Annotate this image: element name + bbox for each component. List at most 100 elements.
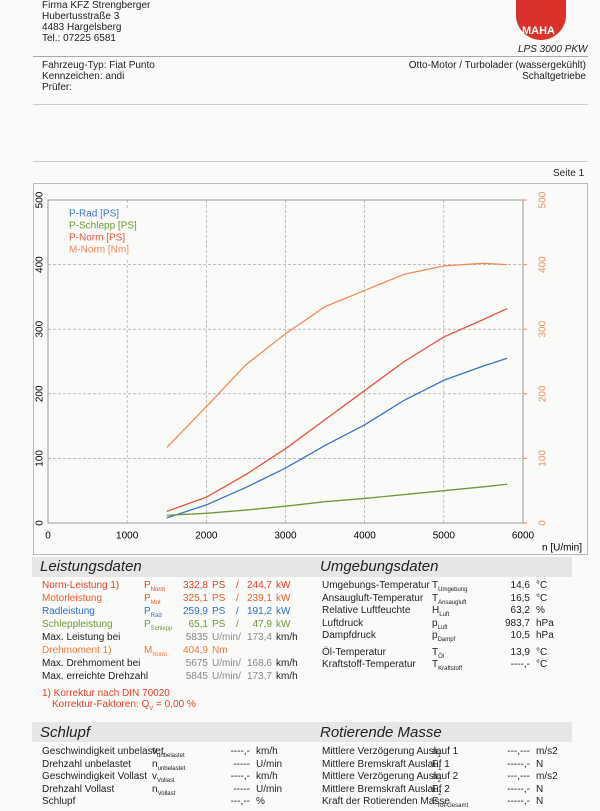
y2-tick-label: 0	[538, 520, 549, 526]
symbol-base: P	[144, 580, 151, 591]
section-title: Leistungsdaten	[40, 558, 142, 575]
symbol-base: T	[432, 580, 439, 591]
series-line	[166, 262, 508, 448]
header-rule	[33, 56, 588, 57]
row-value: ----,-	[230, 746, 250, 757]
symbol-sub: 1	[438, 765, 442, 772]
row-symbol: PMot	[144, 593, 161, 609]
row-value: °C	[536, 592, 548, 604]
legend-entry: P-Rad [PS]	[69, 209, 119, 220]
row-value: -----,-	[507, 796, 530, 807]
row-value: km/h	[276, 658, 298, 669]
row-label: Mittlere Verzögerung Auslauf 2	[322, 771, 459, 782]
row-label: Mittlere Verzögerung Auslauf 1	[322, 746, 459, 757]
symbol-sub: rot-Gesamt	[438, 803, 469, 809]
row-symbol: a1	[432, 746, 441, 762]
y2-tick-label: 100	[538, 450, 549, 467]
section-band	[32, 557, 572, 577]
row-symbol: TAnsaugluft	[432, 593, 466, 609]
row-value: °C	[536, 646, 548, 658]
symbol-base: n	[152, 758, 158, 770]
row-value: km/h	[276, 671, 298, 682]
row-value: ---,---	[507, 771, 530, 782]
symbol-base: P	[144, 593, 151, 604]
row-label: Norm-Leistung 1)	[42, 580, 120, 591]
row-value: kW	[276, 606, 291, 617]
symbol-base: T	[432, 659, 439, 670]
row-value: ---,---	[507, 746, 530, 757]
vehicle-info: Kennzeichen: andi	[42, 71, 125, 82]
footnote-line: Korrektur-Faktoren: QV = 0,00 %	[52, 699, 196, 715]
row-value: -----,-	[507, 758, 530, 770]
symbol-base: P	[144, 606, 151, 617]
vehicle-info: Prüfer:	[42, 82, 73, 93]
y-tick-label: 100	[35, 450, 46, 467]
footnote-part: Korrektur-Faktoren: Q	[52, 699, 150, 710]
row-value: °C	[536, 659, 548, 670]
row-symbol: TÖl	[432, 647, 444, 663]
row-label: Radleistung	[42, 606, 95, 617]
row-label: Mittlere Bremskraft Auslauf 2	[322, 783, 450, 795]
symbol-sub: Vollast	[157, 790, 176, 797]
row-symbol: nunbelastet	[152, 759, 185, 775]
symbol-sub: Ansaugluft	[438, 599, 467, 606]
symbol-base: p	[432, 630, 438, 641]
row-value: 191,2	[246, 606, 272, 617]
row-label: Mittlere Bremskraft Auslauf 1	[322, 758, 450, 770]
row-value: 16,5	[510, 592, 530, 604]
row-value: PS	[212, 593, 226, 604]
x-tick-label: 2000	[195, 531, 218, 542]
row-symbol: PSchlepp	[144, 619, 172, 635]
row-value: ---,--	[230, 796, 250, 807]
row-value: °C	[536, 580, 548, 591]
row-value: PS	[212, 580, 226, 591]
row-value: m/s2	[536, 746, 558, 757]
row-value: 63,2	[510, 605, 530, 616]
symbol-base: T	[432, 646, 439, 658]
row-value: ----,-	[230, 771, 250, 782]
row-value: 259,9	[182, 606, 208, 617]
y-tick-label: 400	[35, 256, 46, 273]
series-line	[166, 357, 508, 519]
row-value: /	[236, 606, 239, 617]
vehicle-info: Schaltgetriebe	[522, 71, 586, 82]
row-value: kW	[276, 580, 291, 591]
row-value: 168,6	[246, 658, 272, 669]
row-symbol: TUmgebung	[432, 580, 467, 596]
row-value: U/min/	[212, 671, 241, 682]
company-line: Firma KFZ Strengberger	[42, 0, 151, 11]
symbol-sub: Öl	[438, 653, 445, 660]
row-symbol: F2	[432, 784, 441, 800]
row-value: hPa	[536, 630, 554, 641]
row-label: Drehzahl unbelastet	[42, 758, 131, 770]
x-tick-label: 5000	[433, 531, 456, 542]
row-symbol: Frot-Gesamt	[432, 796, 468, 811]
y2-tick-label: 400	[538, 256, 549, 273]
symbol-base: F	[432, 758, 439, 770]
symbol-sub: Vollast	[157, 778, 175, 784]
row-value: 983,7	[504, 617, 530, 629]
y-tick-label: 500	[35, 191, 46, 208]
symbol-base: P	[144, 619, 151, 630]
row-value: 10,5	[510, 630, 530, 641]
row-label: Öl-Temperatur	[322, 646, 386, 658]
row-value: %	[256, 796, 265, 807]
row-value: PS	[212, 606, 226, 617]
symbol-base: p	[432, 617, 438, 629]
symbol-sub: 1	[437, 753, 441, 759]
row-symbol: TKraftstoff	[432, 659, 462, 675]
row-label: Max. Leistung bei	[42, 632, 121, 643]
row-value: 13,9	[510, 646, 530, 658]
x-tick-label: 4000	[354, 531, 377, 542]
symbol-sub: Norm	[150, 587, 166, 593]
row-label: Max. erreichte Drehzahl	[42, 671, 149, 682]
row-value: 404,9	[182, 645, 208, 656]
row-value: N	[536, 796, 544, 807]
row-symbol: vunbelastet	[152, 746, 185, 762]
row-value: 244,7	[246, 580, 272, 591]
symbol-base: H	[432, 605, 440, 616]
footnote-line: 1) Korrektur nach DIN 70020	[42, 688, 170, 699]
symbol-base: a	[432, 771, 438, 782]
row-label: Schlupf	[42, 796, 76, 807]
